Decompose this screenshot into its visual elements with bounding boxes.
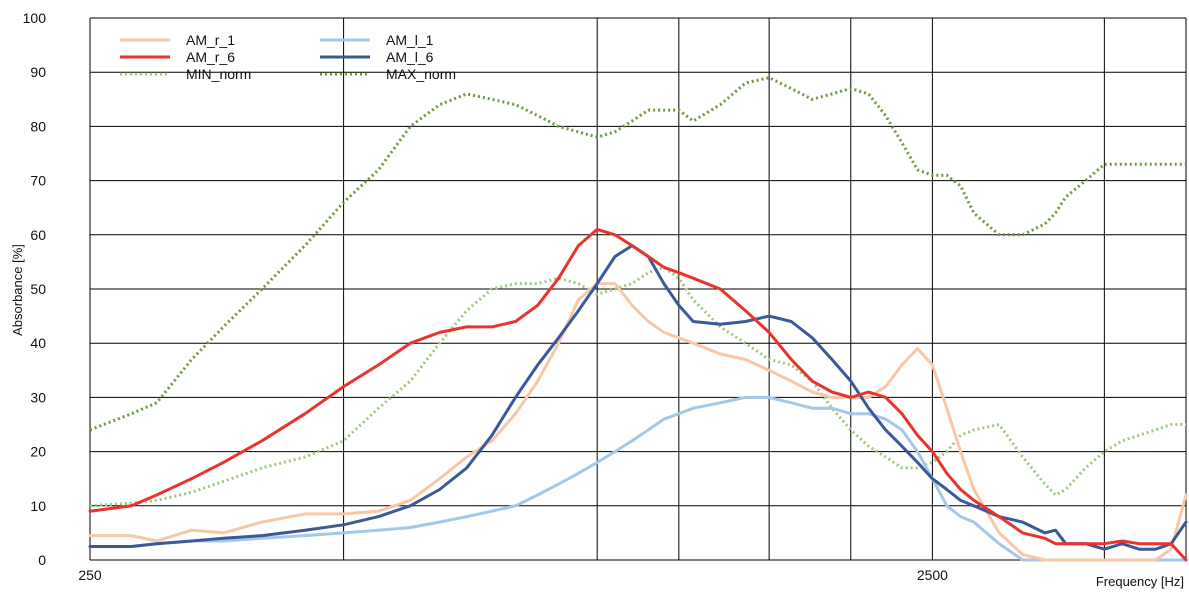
legend-label-AM_r_6: AM_r_6 — [186, 49, 235, 65]
y-tick-label: 10 — [30, 498, 46, 514]
x-tick-label: 2500 — [917, 567, 948, 583]
series-line-AM_r_6 — [88, 227, 1188, 562]
y-tick-label: 80 — [30, 118, 46, 134]
y-tick-label: 70 — [30, 173, 46, 189]
grid — [89, 17, 1187, 561]
x-tick-label: 250 — [78, 567, 102, 583]
y-tick-label: 30 — [30, 389, 46, 405]
y-tick-label: 60 — [30, 227, 46, 243]
x-axis-label: Frequency [Hz] — [1096, 574, 1184, 589]
legend: AM_r_1 AM_l_1 AM_r_6 AM_l_6 MIN_norm MAX_norm — [120, 32, 456, 82]
y-tick-label: 90 — [30, 64, 46, 80]
series-line-AM_r_1 — [88, 282, 1188, 562]
series-lines — [88, 76, 1188, 562]
y-tick-label: 20 — [30, 444, 46, 460]
legend-label-AM_l_1: AM_l_1 — [386, 32, 434, 48]
series-line-MIN_norm — [89, 265, 1186, 508]
y-tick-label: 50 — [30, 281, 46, 297]
y-axis-label: Absorbance [%] — [10, 244, 25, 336]
series-line-AM_l_6 — [88, 244, 1188, 551]
legend-label-AM_l_6: AM_l_6 — [386, 49, 434, 65]
legend-label-MIN_norm: MIN_norm — [186, 66, 251, 82]
y-tick-label: 0 — [38, 552, 46, 568]
tick-labels: 0 10 20 30 40 50 60 70 80 90 100 250 2500 — [23, 10, 949, 583]
y-tick-label: 40 — [30, 335, 46, 351]
y-tick-label: 100 — [23, 10, 47, 26]
legend-label-MAX_norm: MAX_norm — [386, 66, 456, 82]
legend-label-AM_r_1: AM_r_1 — [186, 32, 235, 48]
series-line-MAX_norm — [89, 76, 1186, 432]
